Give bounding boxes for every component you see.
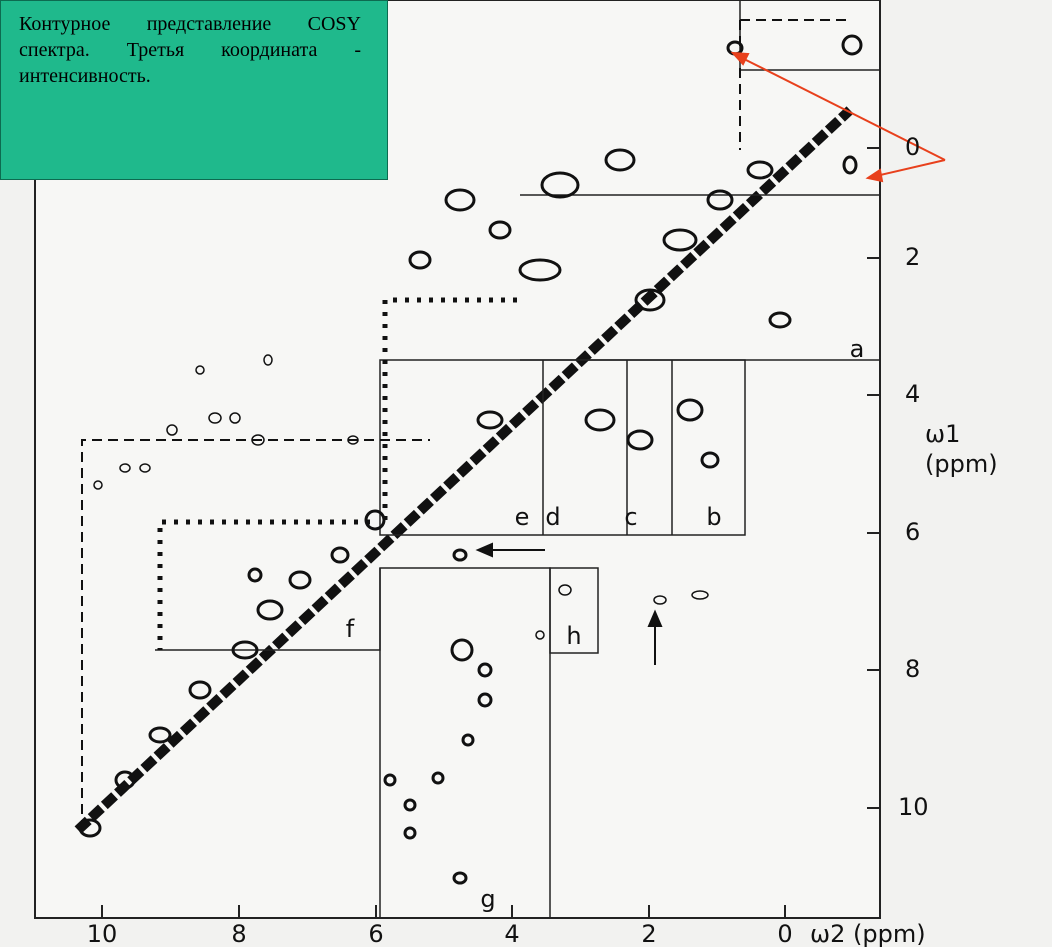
region-label: d [545,503,560,531]
x-tick-label: 6 [368,920,383,947]
x-axis-label: ω2 (ppm) [810,920,926,947]
y-tick-label: 8 [905,655,920,683]
y-tick-label: 4 [905,380,920,408]
y-tick-label: 0 [905,133,920,161]
callout: Контурное представление COSY спектра. Тр… [0,0,388,180]
x-tick-label: 8 [231,920,246,947]
region-label: h [566,622,581,650]
region-label: e [515,503,530,531]
diagonal [74,106,854,834]
x-tick-label: 4 [504,920,519,947]
x-tick-label: 2 [641,920,656,947]
x-tick-label: 10 [87,920,118,947]
region-boxes [155,0,881,919]
y-tick-label: 2 [905,243,920,271]
region-label: c [624,503,637,531]
y-axis-label: ω1 [925,420,960,448]
region-label: a [850,335,865,363]
y-tick-label: 6 [905,518,920,546]
y-axis-label: (ppm) [925,450,998,478]
callout-arrows [730,51,946,183]
ticks [101,147,880,918]
contours [78,34,863,885]
y-tick-label: 10 [898,793,929,821]
region-label: b [706,503,721,531]
guide-lines [81,19,850,830]
region-label: f [346,615,355,643]
region-label: g [480,885,495,913]
arrows [475,542,663,665]
x-tick-label: 0 [777,920,792,947]
